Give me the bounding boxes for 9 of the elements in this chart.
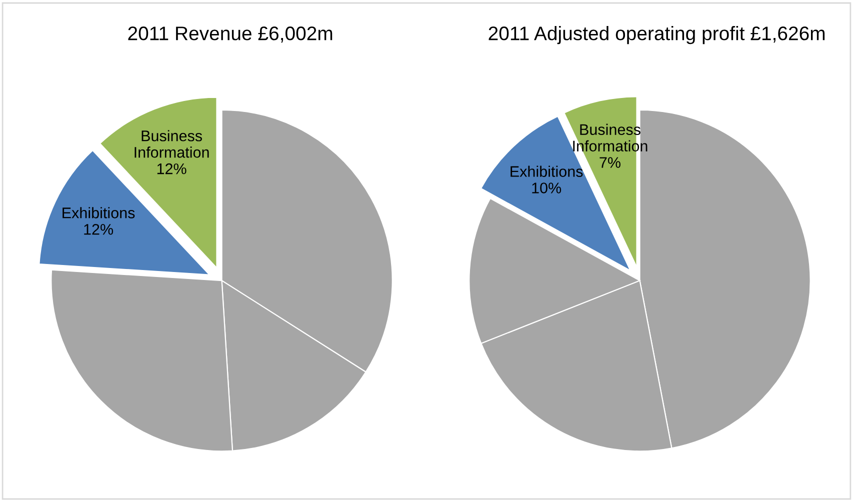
slice-label: Exhibitions [62, 207, 135, 218]
data-label: 12% [157, 163, 186, 174]
slice-label: Business Information [134, 130, 209, 158]
chart-title: 2011 Adjusted operating profit £1,626m [488, 26, 825, 44]
data-label: 10% [532, 182, 562, 194]
data-label: 7% [600, 157, 620, 168]
slice-label: Exhibitions [510, 166, 583, 177]
data-label: 12% [84, 224, 114, 235]
chart-title: 2011 Revenue £6,002m [128, 26, 332, 43]
